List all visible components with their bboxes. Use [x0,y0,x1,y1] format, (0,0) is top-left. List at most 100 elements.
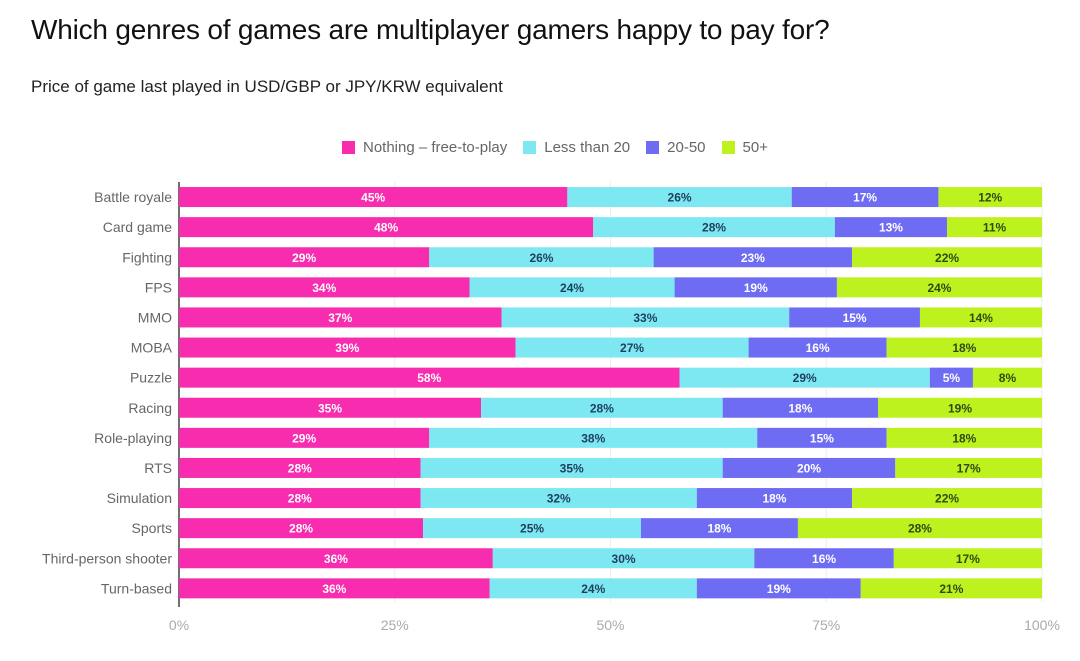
data-label: 27% [620,341,644,355]
bar-segment [852,247,1042,268]
bar-segment [860,578,1042,599]
legend-swatch [342,141,355,154]
data-label: 19% [767,582,791,596]
bar-segment [179,578,490,599]
legend-item: 20-50 [646,139,706,156]
bar-segment [722,397,879,418]
bar-segment [938,187,1042,208]
data-label: 28% [908,522,932,536]
bar-segment [836,277,1042,298]
data-label: 48% [374,221,398,235]
data-label: 13% [879,221,903,235]
bar-segment [567,187,792,208]
data-label: 24% [560,281,584,295]
bar-segment [420,457,723,478]
bar-segment [834,217,948,238]
bar-segment [179,217,594,238]
chart-title: Which genres of games are multiplayer ga… [31,14,830,45]
bar-segment [757,427,887,448]
bar-segment [179,277,470,298]
legend-label: 20-50 [667,139,706,156]
category-label: Sports [132,520,172,536]
data-label: 22% [935,492,959,506]
bar-segment [423,518,642,539]
data-label: 29% [292,251,316,265]
x-tick-label: 0% [169,617,189,633]
data-label: 37% [328,311,352,325]
data-label: 24% [581,582,605,596]
data-label: 29% [292,431,316,445]
bar-segment [492,548,755,569]
bar-segment [696,578,861,599]
bar-segment [929,367,973,388]
legend-label: Nothing – free-to-play [363,139,508,156]
data-label: 15% [843,311,867,325]
bar-segment [420,488,697,509]
legend-item: Nothing – free-to-play [342,139,507,156]
bar-segment [641,518,798,539]
bar-segment [179,457,421,478]
data-label: 18% [788,401,812,415]
bar-segment [754,548,894,569]
bar-segment [179,187,568,208]
legend-item: Less than 20 [523,139,630,156]
bar-segment [429,247,654,268]
data-label: 25% [520,522,544,536]
category-label: Third-person shooter [42,550,172,566]
bar-segment [469,277,675,298]
data-label: 22% [935,251,959,265]
bar-segment [748,337,887,358]
category-label: Battle royale [94,189,172,205]
bar-segment [972,367,1042,388]
x-tick-label: 100% [1024,617,1060,633]
x-tick-label: 25% [381,617,409,633]
data-label: 21% [939,582,963,596]
bar-segment [852,488,1042,509]
data-label: 30% [612,552,636,566]
category-label: FPS [145,279,172,295]
bar-segment [947,217,1042,238]
data-label: 18% [952,341,976,355]
legend-swatch [646,141,660,154]
data-label: 35% [318,401,342,415]
data-label: 5% [943,371,961,385]
bar-segment [593,217,835,238]
data-label: 12% [978,191,1002,205]
category-label: MOBA [131,340,173,356]
bar-segment [489,578,697,599]
bar-segment [179,337,516,358]
data-label: 26% [668,191,692,205]
bar-segment [515,337,749,358]
legend-label: Less than 20 [544,139,631,156]
bar-segment [429,427,758,448]
data-label: 18% [952,431,976,445]
data-label: 15% [810,431,834,445]
bar-segment [501,307,790,328]
data-label: 28% [288,492,312,506]
data-label: 23% [741,251,765,265]
data-label: 26% [529,251,553,265]
data-label: 58% [417,371,441,385]
bar-segment [179,488,421,509]
bar-segment [179,307,502,328]
bar-segment [722,457,896,478]
data-label: 34% [312,281,336,295]
data-label: 19% [744,281,768,295]
data-label: 20% [797,461,821,475]
category-label: Simulation [107,490,172,506]
data-label: 45% [361,191,385,205]
data-label: 38% [581,431,605,445]
data-label: 33% [633,311,657,325]
data-label: 36% [324,552,348,566]
data-label: 35% [560,461,584,475]
bar-segment [893,548,1042,569]
bar-segment [653,247,853,268]
category-label: Turn-based [101,580,172,596]
data-label: 17% [957,461,981,475]
legend-item: 50+ [721,139,768,156]
legend-swatch [721,141,735,154]
bar-segment [895,457,1042,478]
data-label: 28% [590,401,614,415]
bar-segment [179,518,424,539]
